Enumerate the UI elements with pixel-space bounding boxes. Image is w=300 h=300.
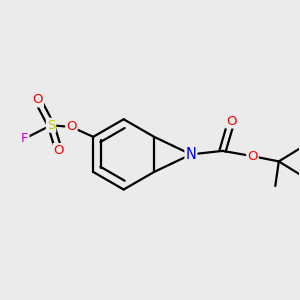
Text: N: N xyxy=(185,147,197,162)
Text: O: O xyxy=(226,115,237,128)
Text: O: O xyxy=(247,150,258,163)
Text: F: F xyxy=(21,132,28,145)
Text: S: S xyxy=(47,119,55,132)
Text: O: O xyxy=(53,144,64,157)
Text: O: O xyxy=(32,93,43,106)
Text: O: O xyxy=(66,121,77,134)
